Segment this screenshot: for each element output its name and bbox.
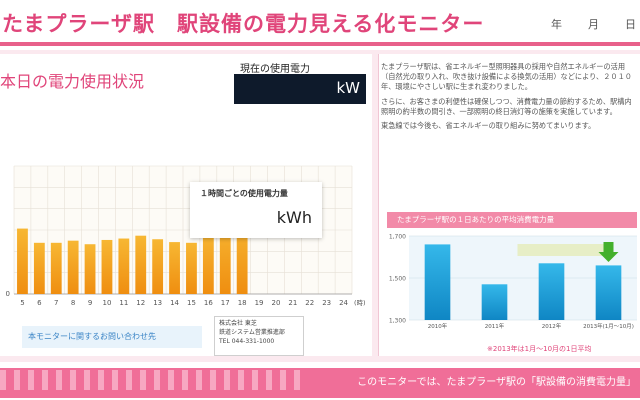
hourly-bar <box>67 240 79 294</box>
footer-ticker-text: このモニターでは、たまプラーザ駅の「駅設備の消費電力量」 <box>357 377 636 388</box>
x-tick-label: 8 <box>71 299 75 307</box>
yearly-bar <box>595 265 622 320</box>
popup-unit: kWh <box>276 208 312 227</box>
info-text: たまプラーザ駅は、省エネルギー型照明器具の採用や自然エネルギーの活用（自然光の取… <box>381 62 637 135</box>
y-tick-label: 1,700 <box>389 234 406 241</box>
x-tick-label: 18 <box>238 299 247 307</box>
hourly-bar <box>169 242 180 294</box>
yearly-bar <box>538 263 565 320</box>
contact-link[interactable]: 本モニターに関するお問い合わせ先 <box>22 326 202 348</box>
info-panel: たまプラーザ駅は、省エネルギー型照明器具の採用や自然エネルギーの活用（自然光の取… <box>378 54 640 356</box>
x-tick-label: 19 <box>255 299 264 307</box>
yearly-usage-chart: 1,700 1,500 1,300 2010年 2011年 2012年 2013年(1月〜1… <box>389 234 637 330</box>
header: たまプラーザ駅 駅設備の電力見える化モニター 年 月 日 <box>0 0 640 46</box>
hourly-bar <box>101 239 113 294</box>
info-paragraph: 東急線では今後も、省エネルギーの取り組みに努めてまいります。 <box>381 121 596 131</box>
x-tick-label: 20 <box>271 299 280 307</box>
y-tick-label: 1,500 <box>389 276 406 283</box>
date-year-label: 年 <box>551 18 562 31</box>
x-tick-label: 10 <box>102 299 111 307</box>
x-tick-label: 11 <box>119 299 128 307</box>
company-dept: 鉄道システム営業推進部 <box>219 329 285 336</box>
x-tick-label: 21 <box>288 299 297 307</box>
footer-decoration <box>0 370 300 390</box>
hourly-bar <box>17 228 28 294</box>
realtime-power-label: 現在の使用電力 <box>240 64 310 75</box>
today-usage-title: 本日の電力使用状況 <box>0 72 145 91</box>
x-tick-label: 12 <box>136 299 145 307</box>
realtime-power-display: kW <box>234 74 366 104</box>
company-info: 株式会社 東芝 鉄道システム営業推進部 TEL 044-331-1000 <box>214 316 304 356</box>
x-tick-label: 16 <box>204 299 213 307</box>
x-tick-label: 6 <box>37 299 42 307</box>
y-tick-label: 0 <box>6 290 10 298</box>
company-name: 株式会社 東芝 <box>219 320 257 327</box>
down-arrow-icon <box>598 242 619 262</box>
hourly-usage-popup: １時間ごとの使用電力量 kWh <box>190 182 322 238</box>
yearly-bar <box>481 284 508 320</box>
hourly-bar <box>186 242 197 294</box>
x-tick-label: 9 <box>88 299 92 307</box>
hourly-bar <box>152 239 164 294</box>
y-tick-label: 1,300 <box>389 318 406 325</box>
x-tick-label: 2010年 <box>428 322 448 330</box>
popup-title: １時間ごとの使用電力量 <box>200 189 288 198</box>
x-tick-label: 23 <box>322 299 331 307</box>
date-month-label: 月 <box>588 18 599 31</box>
hourly-bar <box>50 242 62 294</box>
x-tick-label: 5 <box>20 299 24 307</box>
x-tick-label: 13 <box>153 299 162 307</box>
x-tick-label: 7 <box>54 299 58 307</box>
hourly-bar <box>33 242 45 294</box>
x-axis-suffix: (時) <box>354 299 366 307</box>
hourly-bar <box>84 244 96 294</box>
hourly-bar <box>219 220 231 294</box>
x-tick-label: 24 <box>339 299 348 307</box>
x-tick-label: 15 <box>187 299 196 307</box>
page-title: たまプラーザ駅 駅設備の電力見える化モニター <box>2 12 485 36</box>
company-tel: TEL 044-331-1000 <box>219 338 275 345</box>
yearly-bar <box>424 244 451 320</box>
x-tick-label: 22 <box>305 299 314 307</box>
x-tick-label: 2011年 <box>485 322 505 330</box>
realtime-power-unit: kW <box>336 79 360 97</box>
main-area: 本日の電力使用状況 現在の使用電力 kW 5 6 7 8 9 10 11 12 13 14 15 16… <box>0 50 640 362</box>
comparison-band <box>517 244 605 256</box>
hourly-bar <box>118 238 130 294</box>
hourly-bar <box>135 235 147 294</box>
date-day-label: 日 <box>625 18 636 31</box>
x-tick-label: 2013年(1月〜10月) <box>583 322 634 330</box>
date-display: 年 月 日 <box>551 16 636 32</box>
hourly-bar <box>236 220 248 294</box>
info-paragraph: たまプラーザ駅は、省エネルギー型照明器具の採用や自然エネルギーの活用（自然光の取… <box>381 62 632 92</box>
x-tick-label: 17 <box>221 299 230 307</box>
today-usage-panel: 本日の電力使用状況 現在の使用電力 kW 5 6 7 8 9 10 11 12 13 14 15 16… <box>0 54 372 356</box>
yearly-chart-note: ※2013年は1月〜10月の1日平均 <box>487 345 592 353</box>
x-tick-label: 2012年 <box>542 322 562 330</box>
yearly-chart-title: たまプラーザ駅の１日あたりの平均消費電力量 <box>387 212 637 228</box>
footer: このモニターでは、たまプラーザ駅の「駅設備の消費電力量」 <box>0 362 640 400</box>
x-tick-label: 14 <box>170 299 179 307</box>
info-paragraph: さらに、お客さまの利便性は確保しつつ、消費電力量の節約するため、駅構内照明の約半… <box>381 96 632 116</box>
hourly-bar <box>202 231 214 294</box>
